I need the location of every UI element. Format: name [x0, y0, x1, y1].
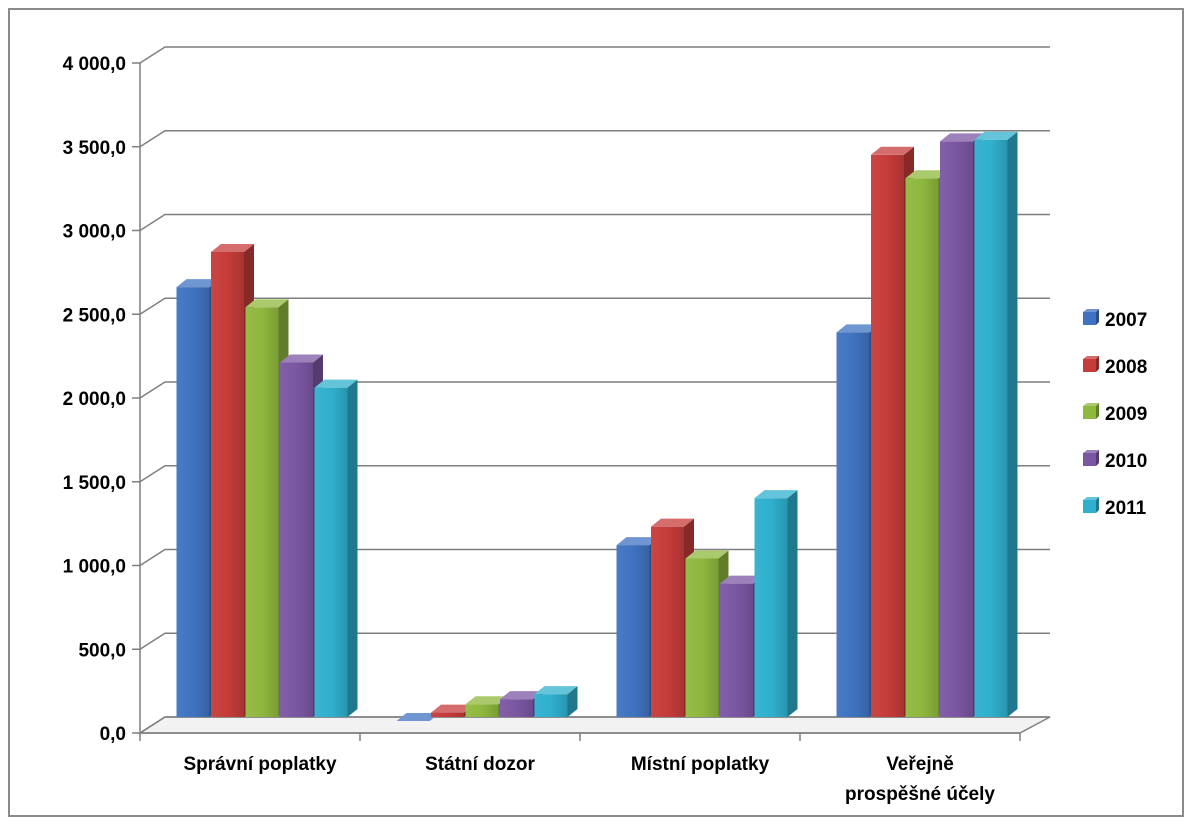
- bar-top: [720, 575, 763, 584]
- bar-top: [754, 490, 798, 499]
- bar-front: [314, 387, 348, 717]
- bar-top: [974, 131, 1018, 140]
- legend-label: 2011: [1105, 498, 1147, 519]
- legend-label: 2008: [1105, 357, 1147, 378]
- bar-top: [245, 299, 289, 308]
- bar-top: [836, 324, 880, 333]
- bar-2011-3: [974, 131, 1018, 718]
- legend-swatch: [1083, 312, 1096, 325]
- y-tick-label: 1 500,0: [63, 473, 126, 494]
- bar-2011-0: [314, 379, 358, 717]
- bar-side: [787, 490, 798, 717]
- legend-swatch: [1083, 406, 1096, 419]
- gridline: [139, 130, 1050, 148]
- bar-top: [396, 712, 440, 721]
- y-tick-label: 0,0: [100, 724, 126, 745]
- bar-top: [431, 704, 474, 713]
- bar-front: [905, 178, 939, 717]
- gridline: [139, 465, 1050, 483]
- legend-item-2008: 2008: [1083, 356, 1147, 378]
- x-tick-label: prospěšné účely: [845, 784, 995, 805]
- bar-top: [500, 691, 543, 700]
- bar-top: [871, 146, 914, 155]
- bar-top: [176, 279, 220, 288]
- bar-front: [176, 287, 210, 717]
- legend-swatch: [1083, 359, 1096, 372]
- bar-top: [465, 696, 509, 705]
- y-tick-label: 3 500,0: [63, 138, 126, 159]
- bar-top: [280, 354, 323, 363]
- legend-label: 2010: [1105, 451, 1147, 472]
- y-tick-label: 500,0: [78, 640, 126, 661]
- legend-item-2007: 2007: [1083, 309, 1147, 331]
- bar-top: [940, 133, 983, 142]
- bar-front: [616, 545, 650, 717]
- bar-front: [465, 704, 499, 717]
- y-tick-label: 1 000,0: [63, 557, 126, 578]
- legend-label: 2007: [1105, 310, 1147, 331]
- y-tick-label: 2 500,0: [63, 305, 126, 326]
- x-tick-label: Veřejně: [886, 754, 954, 775]
- legend-item-2011: 2011: [1083, 497, 1147, 519]
- bar-front: [431, 712, 464, 717]
- bar-front: [974, 139, 1008, 718]
- bar-side: [1007, 131, 1018, 718]
- bar-top: [685, 550, 729, 559]
- bar-front: [500, 699, 533, 717]
- legend-item-2010: 2010: [1083, 450, 1147, 472]
- gridline: [139, 381, 1050, 399]
- gridline: [139, 213, 1050, 232]
- bar-top: [616, 537, 660, 546]
- bar-front: [685, 558, 719, 717]
- x-tick-label: Státní dozor: [425, 754, 535, 775]
- y-tick-label: 3 000,0: [63, 222, 126, 243]
- legend-swatch: [1083, 500, 1096, 513]
- bar-front: [940, 141, 973, 717]
- gridline: [139, 297, 1050, 315]
- y-tick-label: 2 000,0: [63, 389, 126, 410]
- bar-front: [871, 154, 904, 718]
- legend-item-2009: 2009: [1083, 403, 1147, 425]
- x-tick-label: Místní poplatky: [631, 754, 770, 775]
- bar-side: [347, 379, 358, 717]
- bar-front: [651, 526, 684, 717]
- bar-2011-1: [534, 686, 578, 717]
- x-tick-label: Správní poplatky: [183, 754, 337, 775]
- bar-front: [534, 694, 568, 717]
- chart-floor: [137, 716, 1051, 734]
- gridline: [139, 46, 1050, 64]
- bar-top: [211, 243, 254, 252]
- bar-top: [905, 170, 949, 179]
- bar-top: [534, 686, 578, 695]
- bar-front: [280, 362, 313, 717]
- bar-front: [836, 332, 870, 717]
- bar-top: [314, 379, 358, 388]
- bar-top: [651, 518, 694, 527]
- bar-front: [754, 498, 788, 717]
- y-tick-label: 4 000,0: [63, 54, 126, 75]
- bar-front: [245, 307, 279, 717]
- legend-label: 2009: [1105, 404, 1147, 425]
- bar-side: [567, 686, 578, 717]
- bar-front: [720, 583, 753, 717]
- legend-swatch: [1083, 453, 1096, 466]
- bar-2011-2: [754, 490, 798, 717]
- bar-front: [211, 251, 244, 717]
